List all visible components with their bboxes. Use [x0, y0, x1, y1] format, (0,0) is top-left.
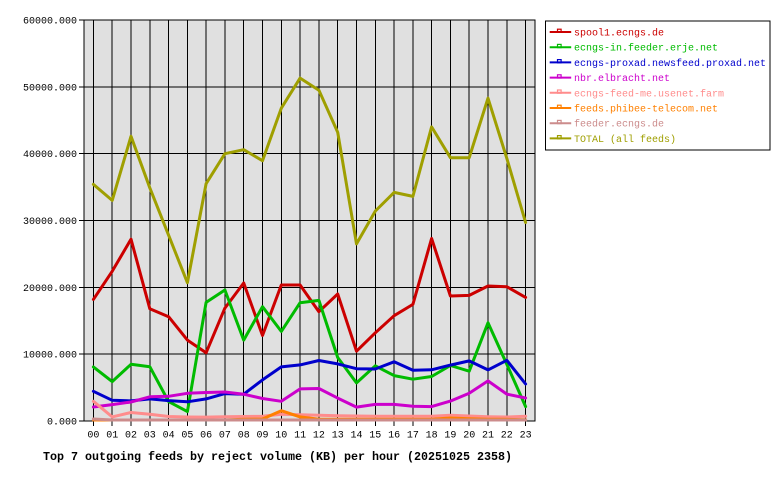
svg-text:13: 13 — [332, 431, 344, 442]
svg-text:00: 00 — [87, 431, 99, 442]
svg-text:17: 17 — [407, 431, 419, 442]
svg-text:01: 01 — [106, 431, 118, 442]
svg-text:60000.000: 60000.000 — [23, 17, 77, 28]
svg-text:22: 22 — [501, 431, 513, 442]
svg-text:16: 16 — [388, 431, 400, 442]
svg-text:19: 19 — [444, 431, 456, 442]
svg-text:11: 11 — [294, 431, 306, 442]
svg-text:50000.000: 50000.000 — [23, 83, 77, 94]
svg-text:20000.000: 20000.000 — [23, 284, 77, 295]
svg-text:09: 09 — [256, 431, 268, 442]
svg-text:TOTAL (all feeds): TOTAL (all feeds) — [574, 134, 676, 146]
svg-text:feeder.ecngs.de: feeder.ecngs.de — [574, 119, 664, 131]
svg-text:23: 23 — [520, 431, 532, 442]
svg-text:14: 14 — [350, 431, 362, 442]
svg-text:12: 12 — [313, 431, 325, 442]
svg-text:spool1.ecngs.de: spool1.ecngs.de — [574, 28, 664, 40]
svg-text:20: 20 — [463, 431, 475, 442]
svg-text:10000.000: 10000.000 — [23, 351, 77, 362]
svg-text:10: 10 — [275, 431, 287, 442]
svg-text:08: 08 — [238, 431, 250, 442]
svg-text:30000.000: 30000.000 — [23, 217, 77, 228]
svg-text:03: 03 — [144, 431, 156, 442]
svg-text:40000.000: 40000.000 — [23, 150, 77, 161]
svg-text:ecngs-in.feeder.erje.net: ecngs-in.feeder.erje.net — [574, 43, 718, 55]
svg-text:04: 04 — [163, 431, 175, 442]
svg-text:nbr.elbracht.net: nbr.elbracht.net — [574, 73, 670, 85]
svg-text:feeds.phibee-telecom.net: feeds.phibee-telecom.net — [574, 104, 718, 116]
svg-text:15: 15 — [369, 431, 381, 442]
svg-text:06: 06 — [200, 431, 212, 442]
svg-text:18: 18 — [426, 431, 438, 442]
svg-text:02: 02 — [125, 431, 137, 442]
svg-text:21: 21 — [482, 431, 494, 442]
svg-text:07: 07 — [219, 431, 231, 442]
svg-text:Top 7 outgoing feeds by reject: Top 7 outgoing feeds by reject volume (K… — [43, 450, 512, 464]
svg-text:ecngs-feed-me.usenet.farm: ecngs-feed-me.usenet.farm — [574, 88, 724, 100]
svg-text:05: 05 — [181, 431, 193, 442]
svg-text:0.000: 0.000 — [47, 418, 77, 429]
svg-text:ecngs-proxad.newsfeed.proxad.n: ecngs-proxad.newsfeed.proxad.net — [574, 58, 766, 70]
